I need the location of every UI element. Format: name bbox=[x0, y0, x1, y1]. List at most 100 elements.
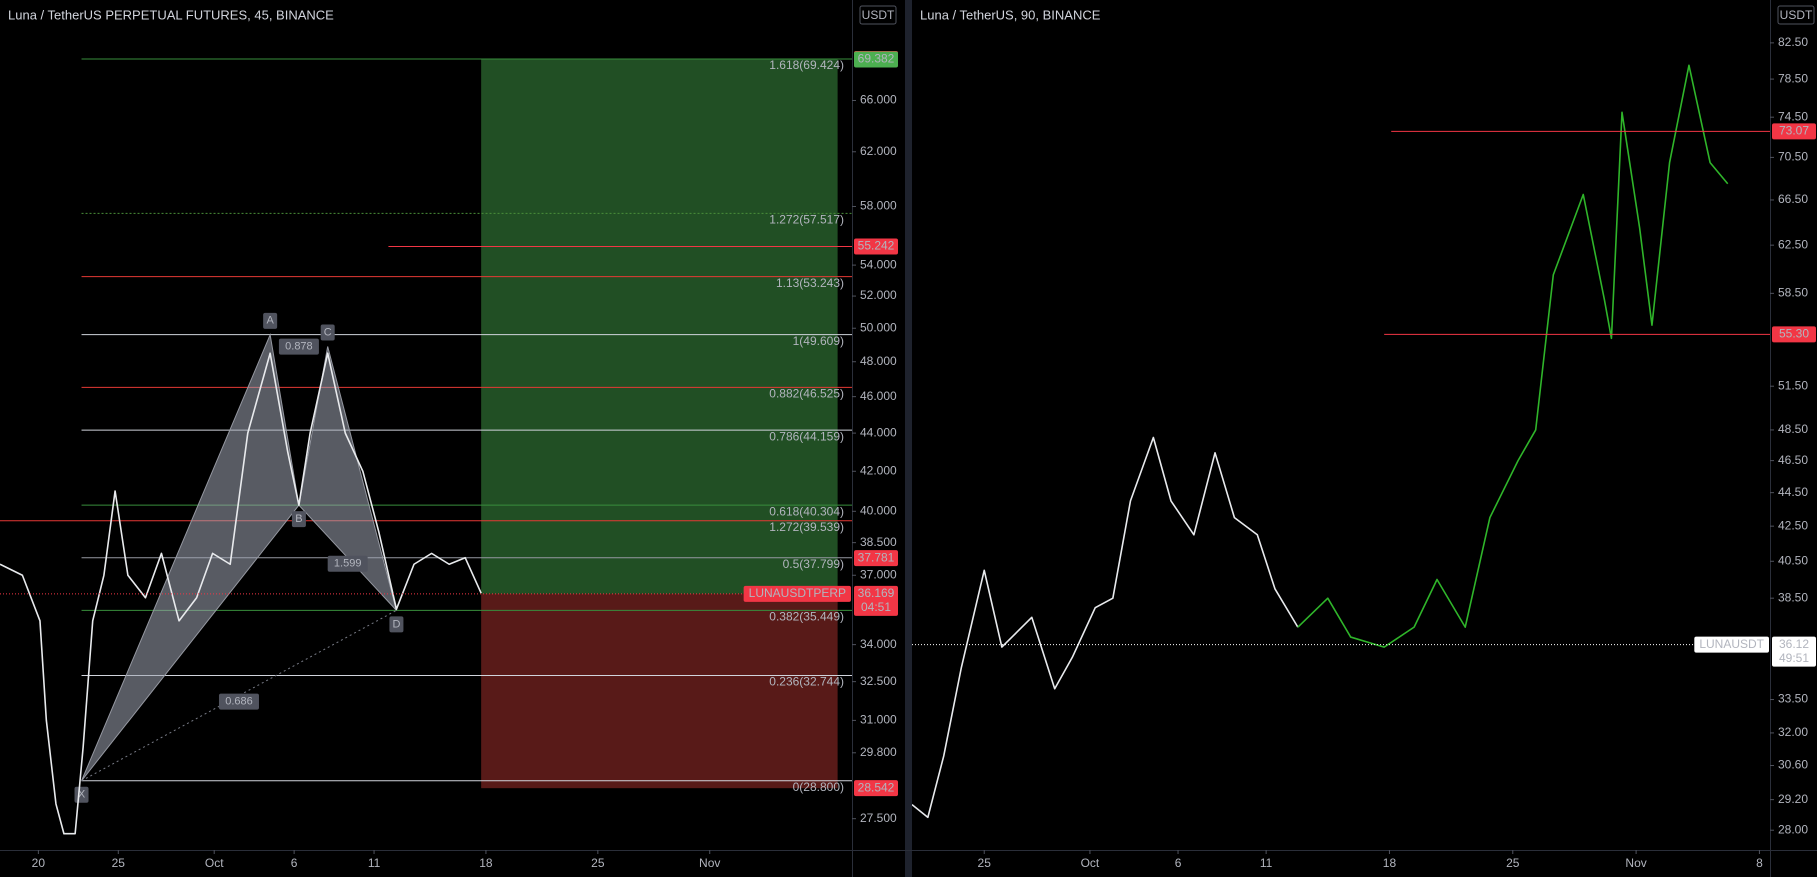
ratio-box bbox=[278, 338, 319, 355]
price-tag-label: 55.30 bbox=[1779, 327, 1809, 341]
price-tag bbox=[854, 238, 898, 255]
y-tick-label: 48.50 bbox=[1778, 422, 1808, 436]
fib-level-label: 1(49.609) bbox=[793, 334, 844, 348]
y-tick-label: 27.500 bbox=[860, 811, 897, 825]
price-tag bbox=[1772, 123, 1816, 140]
pattern-point-label: D bbox=[392, 618, 400, 630]
price-tag bbox=[854, 51, 898, 68]
fib-level-label: 0.618(40.304) bbox=[769, 504, 844, 518]
pattern-point-label: A bbox=[266, 315, 274, 327]
y-tick-label: 40.50 bbox=[1778, 553, 1808, 567]
y-tick-label: 78.50 bbox=[1778, 71, 1808, 85]
chart-title: Luna / TetherUS, 90, BINANCE bbox=[920, 7, 1101, 22]
x-tick-label: 18 bbox=[479, 856, 493, 870]
y-tick-label: 31.000 bbox=[860, 713, 897, 727]
x-tick-label: 25 bbox=[1506, 856, 1520, 870]
x-tick-label: 11 bbox=[1260, 856, 1273, 870]
x-tick-label: 8 bbox=[1756, 856, 1763, 870]
y-tick-label: 74.50 bbox=[1778, 109, 1808, 123]
y-tick-label: 44.50 bbox=[1778, 485, 1808, 499]
y-tick-label: 46.50 bbox=[1778, 453, 1808, 467]
countdown-label: 04:51 bbox=[861, 600, 891, 614]
y-tick-label: 42.50 bbox=[1778, 518, 1808, 532]
x-tick-label: Nov bbox=[699, 856, 720, 870]
y-tick-label: 33.50 bbox=[1778, 692, 1808, 706]
symbol-tag bbox=[743, 585, 851, 602]
y-tick-label: 62.000 bbox=[860, 144, 897, 158]
price-tag bbox=[854, 780, 898, 797]
y-tick-label: 38.500 bbox=[860, 535, 897, 549]
loss-zone bbox=[481, 593, 838, 789]
pattern-point-box bbox=[389, 616, 404, 633]
last-price-label: 36.12 bbox=[1779, 637, 1809, 651]
y-tick-label: 54.000 bbox=[860, 257, 897, 271]
y-tick-label: 52.000 bbox=[860, 288, 897, 302]
last-price-label: 36.169 bbox=[858, 586, 895, 600]
last-price-tag bbox=[1772, 636, 1816, 667]
price-tag-label: 55.242 bbox=[858, 239, 895, 253]
fib-level-label: 0.382(35.449) bbox=[769, 610, 844, 624]
x-tick-label: 18 bbox=[1383, 856, 1397, 870]
unit-label: USDT bbox=[1780, 8, 1813, 22]
pattern-point-label: B bbox=[295, 513, 302, 525]
x-tick-label: 11 bbox=[368, 856, 381, 870]
y-tick-label: 66.50 bbox=[1778, 192, 1808, 206]
unit-label: USDT bbox=[862, 8, 895, 22]
ratio-label: 1.599 bbox=[334, 558, 362, 570]
price-tag bbox=[854, 550, 898, 567]
symbol-label: LUNAUSDTPERP bbox=[749, 586, 846, 600]
fib-level-label: 0.5(37.799) bbox=[783, 557, 844, 571]
x-tick-label: Nov bbox=[1625, 856, 1646, 870]
y-tick-label: 37.000 bbox=[860, 567, 897, 581]
x-tick-label: Oct bbox=[205, 856, 224, 870]
unit-box bbox=[859, 5, 897, 25]
y-tick-label: 50.000 bbox=[860, 320, 897, 334]
y-tick-label: 40.000 bbox=[860, 503, 897, 517]
fib-level-label: 0.236(32.744) bbox=[769, 675, 844, 689]
y-tick-label: 38.50 bbox=[1778, 590, 1808, 604]
x-tick-label: 6 bbox=[291, 856, 298, 870]
fib-level-label: 1.618(69.424) bbox=[769, 58, 844, 72]
pattern-point-box bbox=[263, 312, 278, 329]
price-tag-label: 28.542 bbox=[858, 780, 895, 794]
price-line bbox=[0, 352, 482, 835]
symbol-tag bbox=[1694, 636, 1769, 653]
fib-level-label: 1.13(53.243) bbox=[776, 276, 844, 290]
pattern-point-label: C bbox=[324, 326, 332, 338]
panel-divider bbox=[905, 0, 912, 877]
price-tag-label: 69.382 bbox=[858, 52, 895, 66]
symbol-label: LUNAUSDT bbox=[1699, 637, 1764, 651]
pattern-point-box bbox=[291, 511, 306, 528]
x-tick-label: 6 bbox=[1175, 856, 1182, 870]
y-tick-label: 51.50 bbox=[1778, 378, 1808, 392]
y-tick-label: 58.000 bbox=[860, 199, 897, 213]
pattern-point-box bbox=[320, 324, 335, 341]
x-tick-label: 25 bbox=[591, 856, 605, 870]
pattern-point-label: X bbox=[78, 789, 86, 801]
x-tick-label: 25 bbox=[978, 856, 992, 870]
y-tick-label: 82.50 bbox=[1778, 35, 1808, 49]
y-tick-label: 66.000 bbox=[860, 93, 897, 107]
fib-level-label: 0.786(44.159) bbox=[769, 429, 844, 443]
pattern-leg bbox=[81, 333, 300, 782]
y-tick-label: 70.50 bbox=[1778, 150, 1808, 164]
y-tick-label: 29.800 bbox=[860, 745, 897, 759]
y-tick-label: 62.50 bbox=[1778, 237, 1808, 251]
price-line bbox=[1297, 64, 1729, 648]
x-tick-label: 25 bbox=[112, 856, 126, 870]
y-tick-label: 58.50 bbox=[1778, 286, 1808, 300]
countdown-label: 49:51 bbox=[1779, 651, 1809, 665]
fib-level-label: 0.882(46.525) bbox=[769, 387, 844, 401]
unit-box bbox=[1777, 5, 1815, 25]
y-tick-label: 42.000 bbox=[860, 463, 897, 477]
chart-title: Luna / TetherUS PERPETUAL FUTURES, 45, B… bbox=[8, 7, 334, 22]
y-tick-label: 28.00 bbox=[1778, 822, 1808, 836]
ratio-box bbox=[218, 693, 259, 710]
y-tick-label: 30.60 bbox=[1778, 758, 1808, 772]
price-line bbox=[912, 436, 1299, 819]
fib-level-label: 1.272(57.517) bbox=[769, 213, 844, 227]
ratio-box bbox=[327, 555, 368, 572]
y-tick-label: 46.000 bbox=[860, 389, 897, 403]
ratio-label: 0.878 bbox=[285, 341, 313, 353]
